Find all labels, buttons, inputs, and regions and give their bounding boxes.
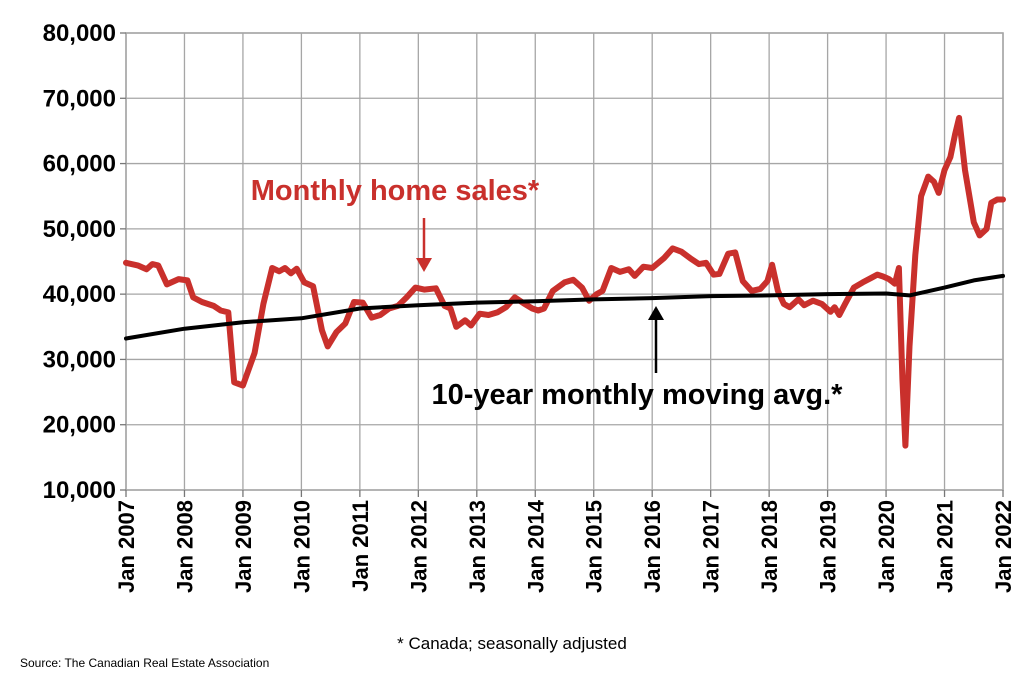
x-tick-label: Jan 2015 xyxy=(582,500,607,593)
x-tick-label: Jan 2010 xyxy=(289,500,314,593)
x-tick-label: Jan 2012 xyxy=(406,500,431,593)
x-tick-label: Jan 2021 xyxy=(933,500,958,593)
y-tick-label: 70,000 xyxy=(43,85,116,112)
x-tick-label: Jan 2016 xyxy=(640,500,665,593)
y-tick-label: 40,000 xyxy=(43,281,116,308)
x-tick-label: Jan 2014 xyxy=(523,499,548,593)
x-tick-label: Jan 2022 xyxy=(991,500,1016,593)
x-tick-label: Jan 2011 xyxy=(348,500,373,592)
x-tick-label: Jan 2007 xyxy=(114,500,139,593)
footnote: * Canada; seasonally adjusted xyxy=(397,634,627,653)
series-layer xyxy=(123,114,1006,449)
source-note: Source: The Canadian Real Estate Associa… xyxy=(20,656,270,670)
x-tick-label: Jan 2008 xyxy=(172,500,197,593)
x-tick-label: Jan 2019 xyxy=(816,500,841,593)
annotation-arrowhead xyxy=(648,306,664,320)
home-sales-line xyxy=(123,114,1006,449)
moving-average-line xyxy=(124,273,1005,341)
x-tick-label: Jan 2018 xyxy=(757,500,782,593)
annotation-layer: Monthly home sales* 10-year monthly movin… xyxy=(251,175,843,411)
annotation-arrowhead xyxy=(416,258,432,272)
x-tick-label: Jan 2013 xyxy=(465,500,490,593)
x-tick-label: Jan 2020 xyxy=(874,500,899,593)
annotation-home-sales: Monthly home sales* xyxy=(251,175,540,207)
plot-frame xyxy=(125,32,1004,491)
grid-layer xyxy=(125,32,1004,491)
y-tick-label: 50,000 xyxy=(43,216,116,243)
y-tick-label: 20,000 xyxy=(43,412,116,439)
y-tick-label: 60,000 xyxy=(43,151,116,178)
x-tick-label: Jan 2009 xyxy=(231,500,256,593)
y-tick-label: 10,000 xyxy=(43,477,116,504)
y-tick-label: 30,000 xyxy=(43,346,116,373)
annotation-moving-average: 10-year monthly moving avg.* xyxy=(432,379,844,411)
y-tick-label: 80,000 xyxy=(43,20,116,47)
x-tick-label: Jan 2017 xyxy=(699,500,724,593)
axis-layer: 10,000 20,000 30,000 40,000 50,000 60,000 70,0… xyxy=(43,20,1016,593)
